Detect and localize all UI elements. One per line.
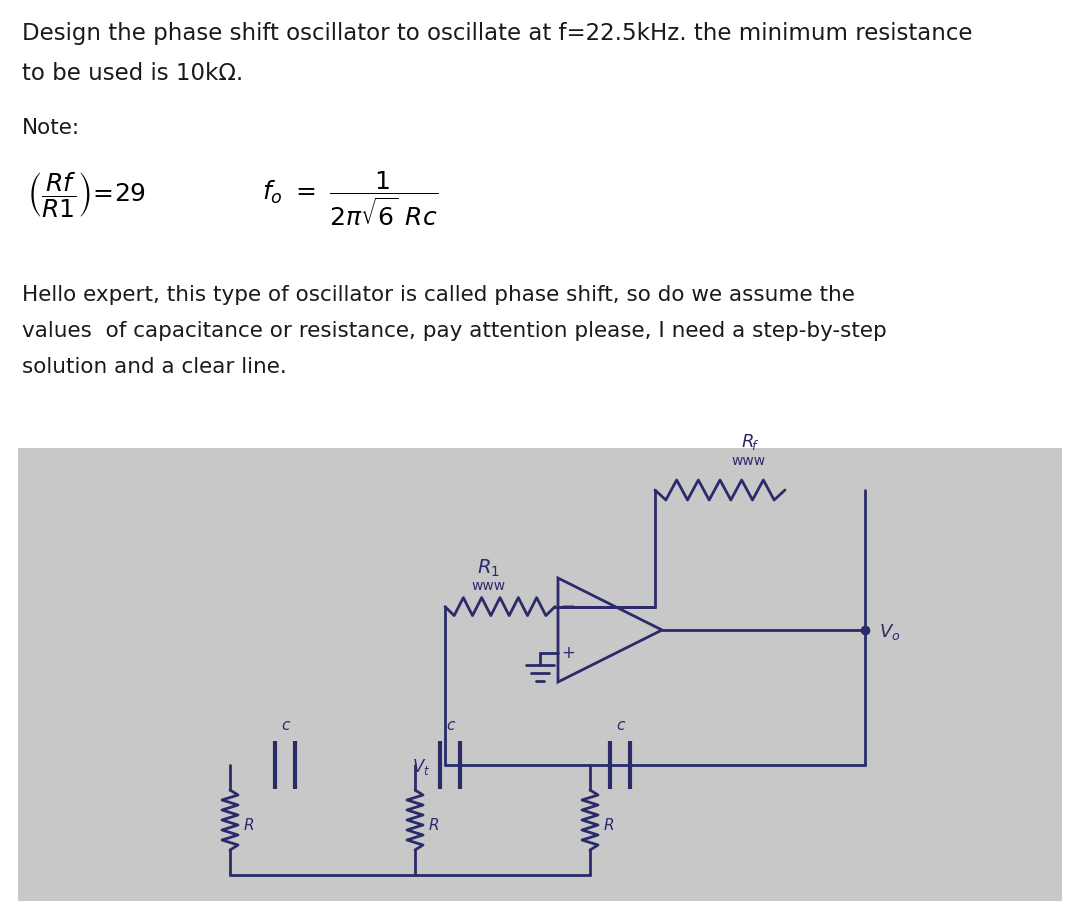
- Text: R: R: [244, 817, 255, 833]
- Text: values  of capacitance or resistance, pay attention please, I need a step-by-ste: values of capacitance or resistance, pay…: [22, 321, 887, 341]
- Text: c: c: [446, 718, 455, 733]
- Text: −: −: [561, 597, 576, 615]
- Text: Design the phase shift oscillator to oscillate at f=22.5kHz. the minimum resista: Design the phase shift oscillator to osc…: [22, 22, 972, 45]
- Text: $R_{\!f}$: $R_{\!f}$: [741, 432, 759, 452]
- Text: +: +: [562, 644, 575, 662]
- Text: $V_t$: $V_t$: [411, 757, 430, 777]
- Text: Hello expert, this type of oscillator is called phase shift, so do we assume the: Hello expert, this type of oscillator is…: [22, 285, 855, 305]
- Text: $\left(\dfrac{Rf}{R1}\right)\!=\!29$: $\left(\dfrac{Rf}{R1}\right)\!=\!29$: [27, 170, 146, 219]
- Text: $V_o$: $V_o$: [879, 622, 901, 642]
- Text: Note:: Note:: [22, 118, 80, 138]
- Text: $R_1$: $R_1$: [476, 558, 499, 578]
- Text: c: c: [616, 718, 624, 733]
- Text: www: www: [731, 454, 765, 468]
- Text: to be used is 10kΩ.: to be used is 10kΩ.: [22, 62, 243, 85]
- Text: $f_o\ =\ \dfrac{1}{2\pi\sqrt{6}\ Rc}$: $f_o\ =\ \dfrac{1}{2\pi\sqrt{6}\ Rc}$: [262, 170, 438, 229]
- Text: www: www: [471, 578, 505, 593]
- Text: solution and a clear line.: solution and a clear line.: [22, 357, 287, 377]
- Bar: [18, 448, 1062, 901]
- Text: R: R: [429, 817, 440, 833]
- Text: c: c: [281, 718, 289, 733]
- Text: R: R: [604, 817, 615, 833]
